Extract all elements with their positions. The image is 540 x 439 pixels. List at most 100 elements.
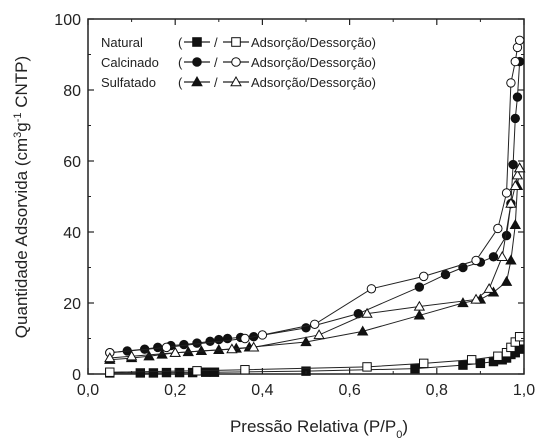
data-point xyxy=(226,343,238,354)
data-point xyxy=(300,336,312,347)
y-tick-label: 60 xyxy=(63,154,81,171)
legend-open-paren: ( xyxy=(178,75,183,90)
data-point xyxy=(310,319,320,329)
data-point xyxy=(205,336,215,347)
data-point xyxy=(419,271,429,282)
data-point xyxy=(510,113,520,124)
x-tick-label: 0,8 xyxy=(426,382,448,399)
y-axis-title-sup-2: -1 xyxy=(12,112,24,122)
series-calcinado-dessorcao xyxy=(105,35,525,358)
data-point xyxy=(413,300,426,311)
data-point xyxy=(488,252,499,262)
data-point xyxy=(509,180,521,190)
plot-frame xyxy=(87,18,525,375)
data-point xyxy=(457,297,469,308)
legend-label: Adsorção/Dessorção) xyxy=(251,55,376,70)
legend-separator: / xyxy=(214,55,218,70)
data-point xyxy=(410,363,420,374)
data-point xyxy=(247,341,260,352)
data-point xyxy=(458,360,468,370)
legend-open-marker xyxy=(231,57,241,67)
data-point xyxy=(413,309,426,320)
data-point xyxy=(511,169,524,180)
x-tick-label: 0,0 xyxy=(77,382,99,399)
legend-open-paren: ( xyxy=(178,35,183,50)
data-point xyxy=(505,254,517,265)
legend-filled-marker xyxy=(191,76,203,87)
x-axis-title-subscript: 0 xyxy=(396,429,402,439)
x-axis-title-close: ) xyxy=(402,417,408,436)
y-axis-title-sup-1: 3 xyxy=(12,132,24,138)
legend-filled-marker xyxy=(192,37,202,47)
series-natural-dessorcao xyxy=(105,332,525,377)
data-point xyxy=(174,367,185,378)
x-tick-label: 1,0 xyxy=(513,382,535,399)
x-axis-title-main: Pressão Relativa (P/P xyxy=(230,417,396,436)
data-point xyxy=(506,78,516,88)
data-point xyxy=(169,346,181,357)
legend-entry: Calcinado ( / Adsorção/Dessorção) xyxy=(101,55,376,70)
data-point xyxy=(192,366,202,376)
series-calcinado-adsorcao xyxy=(105,56,525,358)
data-point xyxy=(470,293,482,304)
data-point xyxy=(471,255,481,266)
data-point xyxy=(301,323,311,333)
data-point xyxy=(135,368,146,378)
data-point xyxy=(214,334,224,345)
data-point xyxy=(514,332,525,342)
legend-separator: / xyxy=(214,35,218,50)
data-point xyxy=(257,330,268,340)
series-sulfatado-dessorcao xyxy=(104,162,526,363)
data-point xyxy=(414,282,425,292)
legend-separator: / xyxy=(214,75,218,90)
data-point xyxy=(105,367,115,377)
series-line xyxy=(109,167,521,359)
data-point xyxy=(505,197,517,208)
data-point xyxy=(501,188,512,198)
data-point xyxy=(500,275,513,286)
x-tick-label: 0,6 xyxy=(338,382,360,399)
legend-series-name: Sulfatado xyxy=(101,75,156,90)
plot-series xyxy=(104,35,526,378)
legend-filled-marker xyxy=(192,57,202,67)
legend-open-marker xyxy=(230,76,242,87)
data-point xyxy=(313,329,325,340)
legend-entry: Natural ( / Adsorção/Dessorção) xyxy=(101,35,376,50)
legend-series-name: Natural xyxy=(101,35,143,50)
x-tick-label: 0,4 xyxy=(251,382,273,399)
data-point xyxy=(510,56,520,67)
legend-label: Adsorção/Dessorção) xyxy=(251,35,376,50)
data-point xyxy=(240,333,250,344)
data-point xyxy=(104,352,116,363)
data-point xyxy=(213,344,225,354)
legend-entry: Sulfatado ( / Adsorção/Dessorção) xyxy=(101,75,376,90)
y-tick-label: 0 xyxy=(72,367,81,384)
data-point xyxy=(222,333,233,344)
x-axis-title: Pressão Relativa (P/P0) xyxy=(230,417,408,439)
data-point xyxy=(509,219,521,230)
series-line xyxy=(109,168,521,361)
y-axis-title-end: CNTP) xyxy=(12,56,31,113)
series-line xyxy=(109,61,521,354)
legend-open-paren: ( xyxy=(178,55,183,70)
data-point xyxy=(240,365,250,375)
legend-open-marker xyxy=(231,37,241,47)
y-axis-title-mid: g xyxy=(12,122,31,131)
data-point xyxy=(493,223,503,234)
data-point xyxy=(201,367,211,377)
data-point xyxy=(512,92,523,102)
y-tick-label: 20 xyxy=(63,296,81,313)
y-tick-label: 80 xyxy=(63,83,81,100)
legend-series-name: Calcinado xyxy=(101,55,159,70)
data-point xyxy=(493,351,503,361)
data-point xyxy=(356,325,369,336)
data-point xyxy=(362,362,372,372)
data-point xyxy=(361,307,373,318)
x-tick-label: 0,2 xyxy=(164,382,186,399)
data-point xyxy=(153,342,163,353)
data-point xyxy=(195,345,208,356)
data-point xyxy=(419,358,429,369)
legend-label: Adsorção/Dessorção) xyxy=(251,75,376,90)
legend: Natural ( / Adsorção/Dessorção) Calcinado ( / A… xyxy=(101,35,376,90)
